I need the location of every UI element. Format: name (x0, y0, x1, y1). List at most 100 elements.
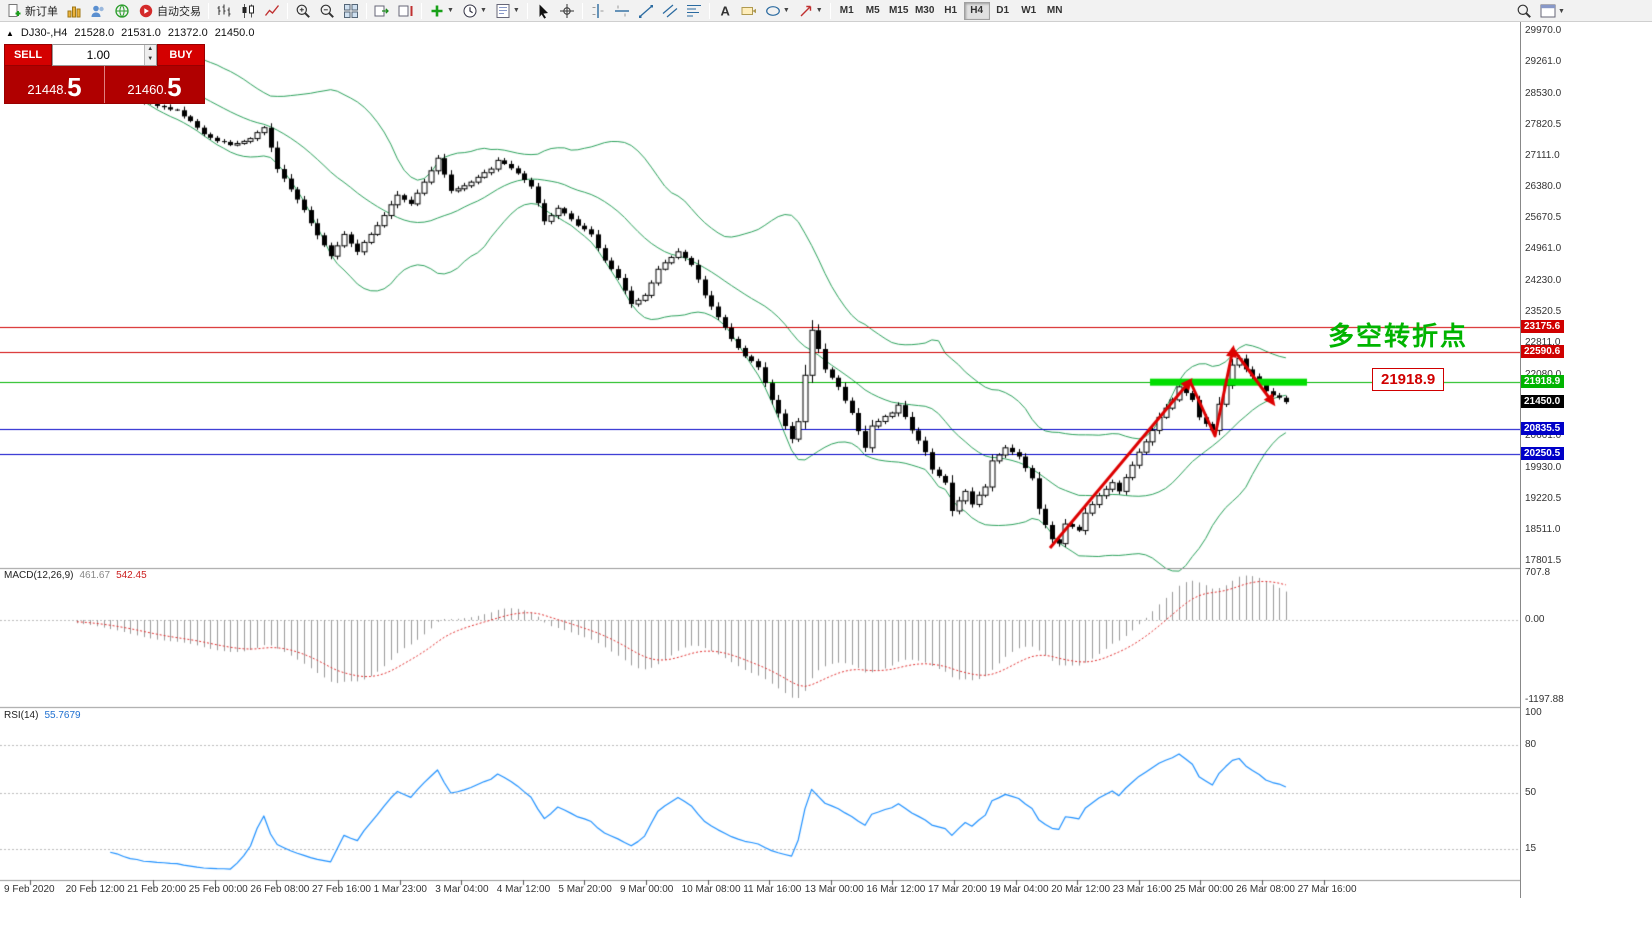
time-axis-label: 21 Feb 20:00 (127, 884, 187, 895)
shapes-button[interactable]: ▼ (761, 1, 794, 21)
timeframe-group: M1 M5 M15 M30 H1 H4 D1 W1 MN (834, 1, 1068, 20)
cursor-button[interactable] (531, 1, 555, 21)
toolbar-separator (526, 2, 528, 19)
time-axis-label: 1 Mar 23:00 (373, 884, 427, 895)
market-watch-button[interactable] (110, 1, 134, 21)
indicators-button[interactable]: ▼ (425, 1, 458, 21)
profiles-button[interactable] (86, 1, 110, 21)
tf-w1[interactable]: W1 (1021, 5, 1037, 16)
tile-icon (343, 3, 359, 19)
ask-price-main: 21460. (127, 82, 168, 97)
volume-stepper[interactable]: ▲ ▼ (143, 45, 156, 65)
bar-chart-button[interactable] (212, 1, 236, 21)
bid-price-big-digit: 5 (67, 72, 82, 102)
time-axis-label: 26 Mar 08:00 (1236, 884, 1295, 895)
zoom-in-button[interactable] (291, 1, 315, 21)
price-level-badge: 21918.9 (1521, 374, 1565, 388)
new-chart-button[interactable] (62, 1, 86, 21)
price-axis-label: 22811.0 (1525, 336, 1561, 348)
bid-price[interactable]: 21448. 5 (5, 66, 104, 103)
svg-text:A: A (720, 3, 730, 18)
sell-button[interactable]: SELL (4, 44, 52, 66)
auto-scroll-button[interactable] (370, 1, 394, 21)
candlestick-chart-button[interactable] (236, 1, 260, 21)
tf-h4[interactable]: H4 (963, 1, 990, 20)
text-button[interactable]: A (713, 1, 737, 21)
time-axis-label: 20 Feb 12:00 (65, 884, 125, 895)
price-axis: 29970.0 29261.0 28530.0 27820.5 27111.0 26380… (1520, 22, 1652, 898)
fibonacci-button[interactable] (682, 1, 706, 21)
templates-button[interactable]: ▼ (491, 1, 524, 21)
doc-icon (6, 3, 22, 19)
macd-signal-value: 542.45 (116, 570, 147, 581)
toolbar-separator (287, 2, 288, 19)
price-axis-label: 27111.0 (1525, 149, 1560, 161)
addind-icon (429, 3, 445, 19)
tile-windows-button[interactable] (339, 1, 363, 21)
trendline-button[interactable] (634, 1, 658, 21)
zoom-out-button[interactable] (315, 1, 339, 21)
high-value: 21531.0 (121, 27, 161, 39)
bid-price-main: 21448. (27, 82, 68, 97)
price-axis-label: 19220.5 (1525, 493, 1562, 505)
volume-input[interactable] (53, 45, 144, 65)
volume-up-icon[interactable]: ▲ (144, 45, 156, 55)
arrows-button[interactable]: ▼ (794, 1, 827, 21)
price-axis-label: 25670.5 (1525, 212, 1562, 224)
time-axis: 9 Feb 2020 20 Feb 12:00 21 Feb 20:00 25 Feb… (0, 882, 1520, 898)
channel-button[interactable] (658, 1, 682, 21)
tf-m5[interactable]: M5 (865, 5, 880, 16)
rsi-value: 55.7679 (44, 710, 81, 721)
tf-mn[interactable]: MN (1046, 5, 1063, 16)
rsi-title: RSI(14) (4, 710, 39, 721)
time-axis-label: 25 Mar 00:00 (1174, 884, 1234, 895)
new-window-button[interactable]: ▼ (1536, 1, 1569, 21)
autotrade-button[interactable]: 自动交易 (134, 1, 205, 21)
zoomout-icon (319, 3, 335, 19)
buy-button[interactable]: BUY (157, 44, 205, 66)
tf-m1[interactable]: M1 (839, 5, 854, 16)
time-axis-label: 20 Mar 12:00 (1051, 884, 1111, 895)
vertical-line-button[interactable] (586, 1, 610, 21)
ask-price[interactable]: 21460. 5 (105, 66, 204, 103)
price-axis-label: 20661.0 (1525, 430, 1562, 442)
one-click-trading-panel: SELL ▲ ▼ BUY 21448. 5 21460. 5 (4, 44, 205, 104)
rsi-axis-label: 80 (1525, 739, 1537, 750)
line-chart-button[interactable] (260, 1, 284, 21)
volume-down-icon[interactable]: ▼ (144, 55, 156, 65)
tf-m30[interactable]: M30 (914, 5, 935, 16)
toolbar-group (212, 1, 284, 21)
time-axis-label: 17 Mar 20:00 (928, 884, 987, 895)
tf-d1[interactable]: D1 (996, 5, 1010, 16)
periods-button[interactable]: ▼ (458, 1, 491, 21)
price-axis-label: 29261.0 (1525, 55, 1562, 67)
toolbar-separator (581, 2, 583, 19)
toolbar-separator (208, 2, 209, 19)
price-axis-label: 28530.0 (1525, 87, 1562, 99)
rsi-indicator-label: RSI(14) 55.7679 (4, 710, 81, 721)
chart-shift-button[interactable] (394, 1, 418, 21)
collapse-panel-icon[interactable]: ▲ (6, 28, 14, 38)
clock-icon (462, 3, 478, 19)
label-button[interactable] (737, 1, 761, 21)
price-divider (104, 66, 105, 103)
horizontal-line-button[interactable] (610, 1, 634, 21)
time-axis-label: 11 Mar 16:00 (743, 884, 802, 895)
price-axis-label: 17801.5 (1525, 555, 1562, 566)
chevron-down-icon: ▼ (447, 7, 454, 14)
chart-canvas[interactable] (0, 22, 1520, 898)
tf-h1[interactable]: H1 (944, 5, 958, 16)
search-button[interactable] (1512, 1, 1536, 21)
macd-title: MACD(12,26,9) (4, 570, 74, 581)
new-order-button[interactable]: 新订单 (2, 1, 62, 21)
crosshair-button[interactable] (555, 1, 579, 21)
turning-point-annotation: 多空转折点 (1328, 321, 1469, 351)
price-axis-label: 22080.0 (1525, 369, 1561, 380)
price-axis-label: 27820.5 (1525, 118, 1562, 130)
toolbar-separator (708, 2, 710, 19)
price-level-badge: 20250.5 (1521, 447, 1565, 461)
time-axis-label: 10 Mar 08:00 (681, 884, 741, 895)
symbol-period: DJ30-,H4 (20, 27, 68, 39)
tf-m15[interactable]: M15 (888, 5, 909, 16)
